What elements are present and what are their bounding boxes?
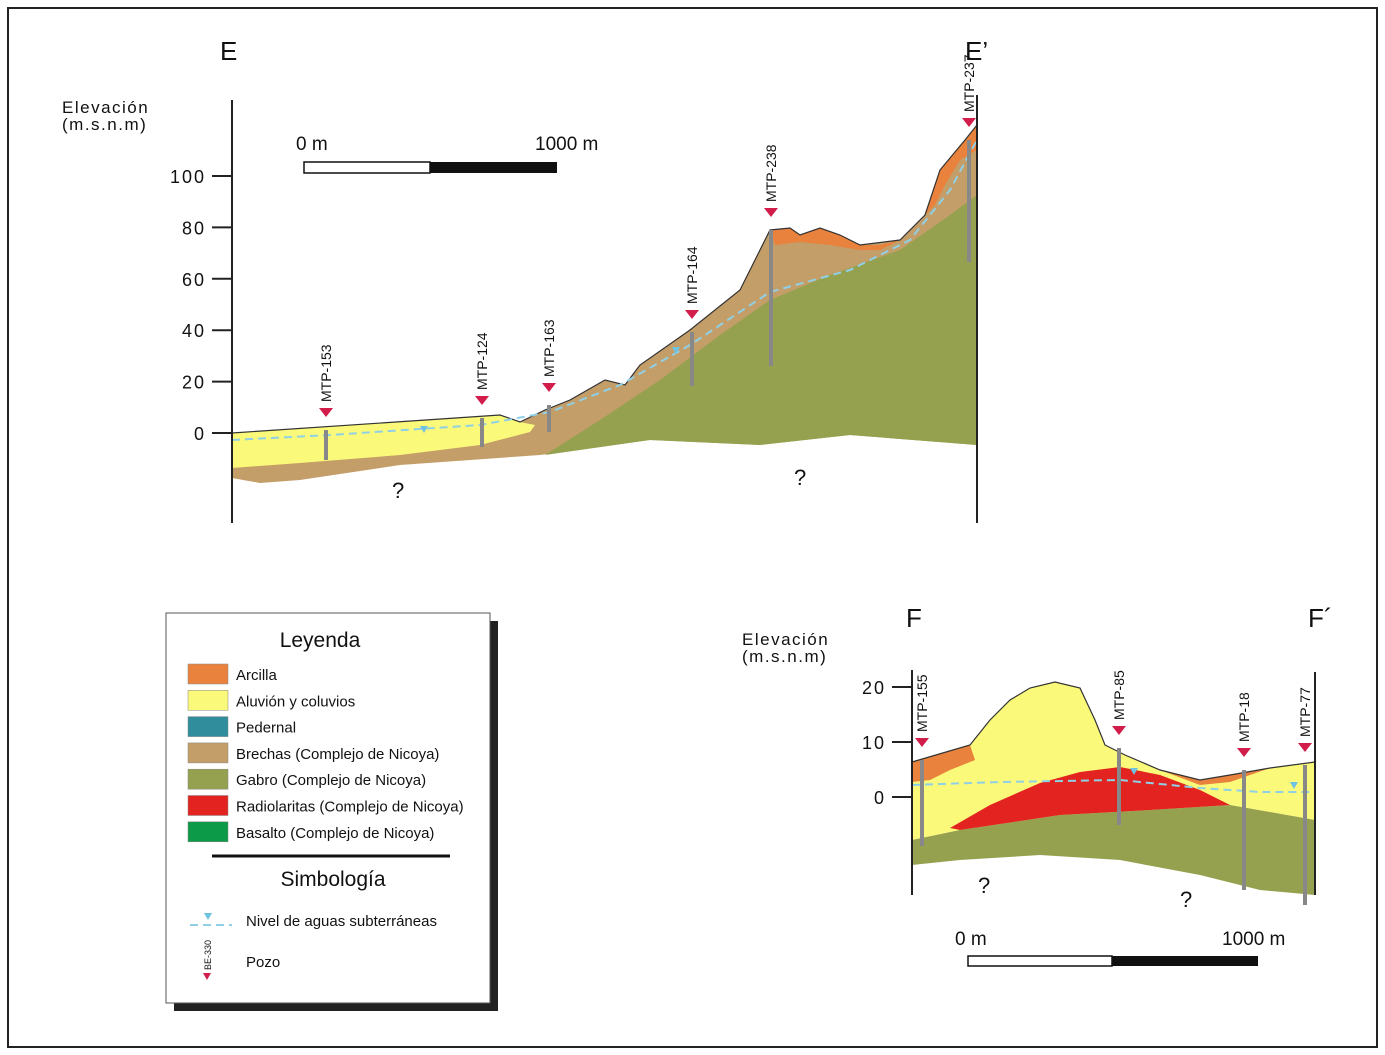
water-symbol <box>204 913 212 920</box>
well-label: MTP-18 <box>1236 692 1252 742</box>
section-label: F´ <box>1308 603 1333 633</box>
well-marker <box>1298 743 1312 752</box>
legend-label: Radiolaritas (Complejo de Nicoya) <box>236 799 464 816</box>
legend-swatch <box>187 663 229 685</box>
legend-swatch <box>187 690 229 711</box>
section-label: F <box>906 603 922 633</box>
tick-label: 0 <box>194 424 206 444</box>
scale-label: 0 m <box>296 134 328 155</box>
water-table <box>911 778 1315 793</box>
section-label: E’ <box>965 36 988 66</box>
well-label: MTP-237 <box>961 54 977 112</box>
well-marker <box>319 408 333 417</box>
well-symbol <box>203 973 211 980</box>
axis-title: Elevación <box>62 98 149 117</box>
legend-swatch <box>187 821 229 843</box>
arcilla-layer <box>925 125 977 215</box>
well-label: MTP-163 <box>541 319 557 377</box>
scale-bar <box>430 162 557 173</box>
well-label: MTP-238 <box>763 144 779 202</box>
well-marker <box>1112 726 1126 735</box>
tick-label: 100 <box>170 167 206 187</box>
legend-label: Arcilla <box>236 667 277 684</box>
arcilla-layer <box>1160 768 1270 785</box>
tick-label: 10 <box>862 733 886 753</box>
well-marker <box>915 738 929 747</box>
legend-swatch <box>187 742 229 764</box>
radiolaritas-layer <box>950 767 1230 830</box>
arcilla-layer <box>770 228 900 250</box>
legend-label: Pozo <box>246 954 280 971</box>
surface <box>911 681 1316 781</box>
well-marker <box>475 396 489 405</box>
scale-label: 1000 m <box>535 134 598 155</box>
well-marker <box>542 383 556 392</box>
legend-title: Leyenda <box>280 629 361 652</box>
well-label: MTP-124 <box>474 332 490 390</box>
tick-label: 60 <box>182 270 206 290</box>
axis-title: (m.s.n.m) <box>62 115 147 134</box>
well-label: MTP-153 <box>318 344 334 402</box>
tick-label: 0 <box>874 788 886 808</box>
legend-subtitle: Simbología <box>280 868 385 891</box>
tick-label: 20 <box>182 373 206 393</box>
legend-label: Basalto (Complejo de Nicoya) <box>236 825 434 842</box>
tick-label: 20 <box>862 678 886 698</box>
frame <box>7 7 1378 1048</box>
well-label: MTP-77 <box>1297 687 1313 737</box>
well-label: MTP-155 <box>914 674 930 732</box>
legend-label: Gabro (Complejo de Nicoya) <box>236 772 426 789</box>
tick-label: 80 <box>182 218 206 238</box>
legend-swatch <box>187 716 229 737</box>
gabro-layer <box>912 805 1315 895</box>
scale-bar <box>1112 956 1258 966</box>
well-label: MTP-85 <box>1111 670 1127 720</box>
legend-label: Brechas (Complejo de Nicoya) <box>236 746 439 763</box>
well-example: BE-330 <box>203 940 213 970</box>
legend-label: Aluvión y coluvios <box>236 693 355 710</box>
scale-label: 0 m <box>955 929 987 950</box>
arcilla-layer <box>912 745 975 782</box>
section-label: E <box>220 36 237 66</box>
unknown: ? <box>1180 887 1192 912</box>
axis-title: (m.s.n.m) <box>742 647 827 666</box>
tick-label: 40 <box>182 321 206 341</box>
legend-label: Pedernal <box>236 720 296 737</box>
well-marker <box>1237 748 1251 757</box>
unknown: ? <box>978 873 990 898</box>
well-marker <box>764 208 778 217</box>
legend-label: Nivel de aguas subterráneas <box>246 913 437 930</box>
scale-bar <box>967 955 1113 967</box>
scale-label: 1000 m <box>1222 929 1285 950</box>
well-label: MTP-164 <box>684 246 700 304</box>
section-f-geology <box>911 670 1316 967</box>
legend-swatch <box>187 768 229 790</box>
section-e-geology <box>231 95 978 523</box>
unknown: ? <box>392 478 404 503</box>
well-marker <box>685 310 699 319</box>
well-marker <box>962 118 976 127</box>
axis-title: Elevación <box>742 630 829 649</box>
unknown: ? <box>794 465 806 490</box>
legend-swatch <box>187 795 229 816</box>
scale-bar <box>303 161 431 174</box>
gabro-layer <box>545 195 977 455</box>
